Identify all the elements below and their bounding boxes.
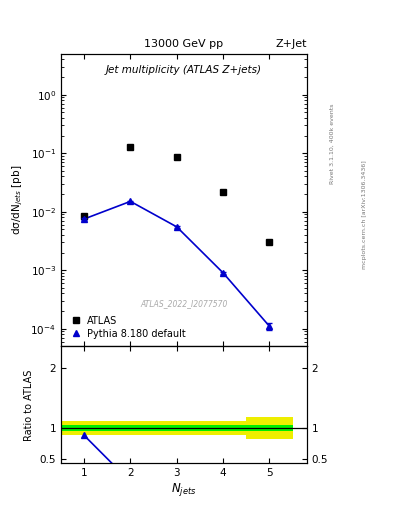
Text: Rivet 3.1.10, 400k events: Rivet 3.1.10, 400k events <box>330 103 335 184</box>
Y-axis label: dσ/dN$_{jets}$ [pb]: dσ/dN$_{jets}$ [pb] <box>11 165 25 235</box>
Line: Pythia 8.180 default: Pythia 8.180 default <box>81 198 273 330</box>
Y-axis label: Ratio to ATLAS: Ratio to ATLAS <box>24 369 34 440</box>
ATLAS <box>221 188 226 195</box>
Pythia 8.180 default <box>174 224 179 230</box>
Text: mcplots.cern.ch [arXiv:1306.3436]: mcplots.cern.ch [arXiv:1306.3436] <box>362 161 367 269</box>
Text: Z+Jet: Z+Jet <box>275 38 307 49</box>
ATLAS <box>174 154 179 160</box>
ATLAS <box>128 143 133 150</box>
ATLAS <box>267 239 272 245</box>
Pythia 8.180 default <box>221 270 226 276</box>
Legend: ATLAS, Pythia 8.180 default: ATLAS, Pythia 8.180 default <box>66 313 189 342</box>
Line: ATLAS: ATLAS <box>81 143 273 246</box>
X-axis label: $N_{jets}$: $N_{jets}$ <box>171 481 196 498</box>
Pythia 8.180 default <box>267 323 272 329</box>
Pythia 8.180 default <box>82 216 86 222</box>
Pythia 8.180 default <box>128 198 133 204</box>
Text: Jet multiplicity (ATLAS Z+jets): Jet multiplicity (ATLAS Z+jets) <box>106 66 262 75</box>
Text: 13000 GeV pp: 13000 GeV pp <box>144 38 223 49</box>
ATLAS <box>82 213 86 219</box>
Text: ATLAS_2022_I2077570: ATLAS_2022_I2077570 <box>140 300 228 308</box>
